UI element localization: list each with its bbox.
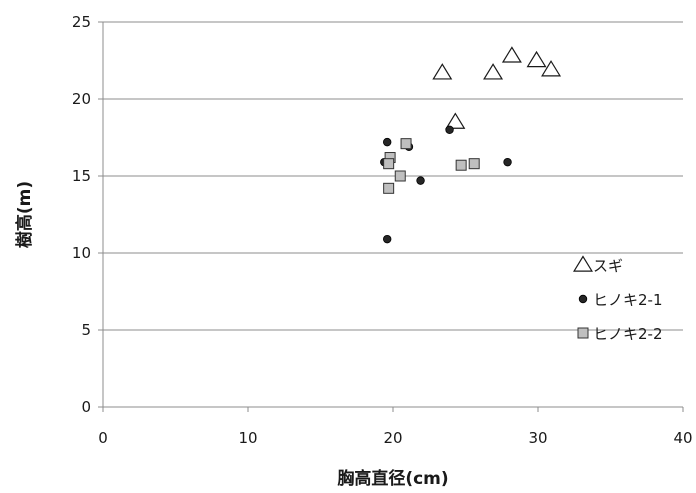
x-tick-label: 30 — [528, 429, 547, 447]
x-axis-title: 胸高直径(cm) — [337, 468, 448, 489]
legend-label: スギ — [593, 257, 623, 275]
axes — [98, 21, 684, 412]
data-point-circle — [503, 157, 512, 167]
x-tick-label: 10 — [238, 429, 257, 447]
data-point-triangle — [541, 60, 562, 77]
data-point-triangle — [445, 112, 466, 129]
data-point-square — [468, 158, 480, 170]
y-tick-label: 0 — [81, 398, 91, 416]
x-tick-label: 0 — [98, 429, 108, 447]
y-axis-title: 樹高(m) — [14, 181, 35, 248]
data-point-triangle — [501, 46, 522, 63]
data-point-square — [383, 182, 395, 194]
data-point-square — [455, 159, 467, 171]
legend-marker-circle — [578, 294, 588, 304]
x-tick-label: 40 — [673, 429, 692, 447]
grid-lines — [103, 21, 683, 331]
data-point-circle — [445, 125, 454, 134]
data-point-triangle — [432, 63, 453, 80]
data-point-circle — [383, 137, 392, 147]
y-tick-label: 25 — [72, 13, 91, 31]
data-point-circle — [416, 176, 425, 185]
legend-marker-square — [577, 327, 589, 339]
data-point-triangle — [526, 50, 547, 68]
y-tick-label: 5 — [81, 321, 91, 339]
data-point-square — [400, 138, 412, 150]
y-tick-label: 10 — [72, 244, 91, 262]
tick-labels: 0 5 10 15 20 25 0 10 20 30 40 — [72, 13, 693, 447]
data-point-square — [383, 158, 395, 170]
legend-label: ヒノキ2-2 — [593, 325, 663, 343]
y-tick-label: 20 — [72, 90, 91, 108]
data-point-circle — [383, 234, 392, 244]
legend-label: ヒノキ2-1 — [593, 291, 663, 309]
legend-marker-triangle — [573, 255, 593, 272]
data-point-square — [394, 170, 406, 182]
data-point-triangle — [483, 63, 504, 80]
y-tick-label: 15 — [72, 167, 91, 185]
x-tick-label: 20 — [383, 429, 402, 447]
data-points — [380, 46, 562, 244]
